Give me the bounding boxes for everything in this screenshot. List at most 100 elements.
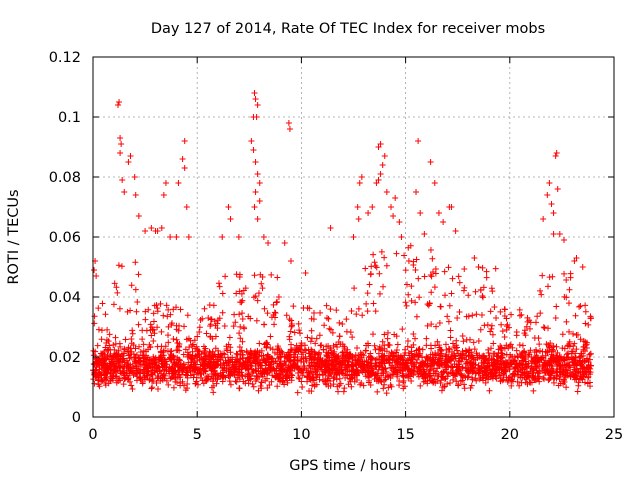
data-point	[379, 338, 386, 345]
data-point	[444, 313, 451, 320]
data-point	[334, 354, 341, 361]
data-point	[381, 254, 388, 261]
data-point	[313, 373, 320, 380]
data-point	[190, 341, 197, 348]
data-point	[356, 180, 363, 186]
data-point	[489, 366, 496, 373]
data-point	[544, 349, 551, 356]
data-point	[132, 259, 139, 266]
data-point	[224, 347, 231, 354]
data-point	[148, 332, 155, 339]
data-point	[532, 377, 539, 384]
data-point	[501, 334, 508, 341]
x-tick-label: 0	[88, 427, 97, 443]
data-point	[260, 234, 267, 240]
data-point	[433, 323, 440, 330]
data-point	[116, 375, 123, 382]
data-point	[261, 305, 268, 312]
data-point	[552, 153, 559, 159]
data-point	[215, 347, 222, 354]
data-point	[421, 273, 428, 280]
data-point	[201, 366, 208, 373]
data-point	[336, 319, 343, 326]
data-point	[503, 374, 510, 381]
data-point	[521, 327, 528, 334]
data-point	[402, 299, 409, 306]
data-point	[351, 285, 358, 292]
data-point	[217, 371, 224, 378]
data-point	[539, 272, 546, 279]
data-point	[348, 307, 355, 314]
data-point	[286, 356, 293, 363]
data-point	[381, 331, 388, 338]
data-point	[157, 300, 164, 307]
data-point	[566, 328, 573, 335]
data-point	[119, 177, 126, 183]
data-point	[261, 357, 268, 364]
data-point	[91, 320, 98, 327]
data-point	[239, 338, 246, 345]
data-point	[160, 372, 167, 379]
data-point	[231, 311, 238, 318]
data-point	[463, 336, 470, 343]
data-point	[373, 264, 380, 271]
data-point	[350, 234, 357, 240]
data-point	[185, 234, 192, 240]
data-point	[185, 359, 192, 366]
data-point	[238, 290, 245, 297]
data-point	[327, 225, 334, 231]
data-point	[96, 370, 103, 377]
data-point	[565, 342, 572, 349]
data-point	[274, 274, 281, 281]
data-point	[428, 289, 435, 296]
data-point	[99, 300, 106, 307]
data-point	[438, 346, 445, 353]
x-tick-label: 5	[193, 427, 202, 443]
data-point	[579, 264, 586, 270]
data-point	[92, 366, 99, 373]
data-point	[274, 383, 281, 390]
data-point	[134, 298, 141, 305]
data-point	[570, 330, 577, 337]
data-point	[269, 372, 276, 379]
data-point	[304, 334, 311, 341]
data-point	[416, 294, 423, 301]
data-point	[295, 320, 302, 327]
data-point	[441, 360, 448, 367]
data-point	[514, 368, 521, 375]
data-point	[394, 341, 401, 348]
data-point	[583, 370, 590, 377]
data-point	[300, 349, 307, 356]
data-point	[121, 374, 128, 381]
data-point	[165, 306, 172, 313]
data-point	[392, 364, 399, 371]
data-point	[244, 358, 251, 365]
data-point	[438, 387, 445, 394]
data-point	[260, 357, 267, 364]
data-point	[490, 350, 497, 357]
data-point	[490, 340, 497, 347]
data-point	[117, 150, 124, 156]
data-point	[126, 378, 133, 385]
data-point	[154, 228, 161, 234]
data-point	[358, 354, 365, 361]
data-point	[259, 285, 266, 292]
data-point	[301, 342, 308, 349]
data-point	[408, 297, 415, 304]
data-point	[155, 385, 162, 392]
data-point	[582, 308, 589, 315]
data-point	[524, 373, 531, 380]
data-point	[192, 380, 199, 387]
data-point	[243, 348, 250, 355]
data-point	[342, 367, 349, 374]
data-point	[400, 379, 407, 386]
data-point	[423, 353, 430, 360]
data-point	[203, 376, 210, 383]
data-point	[236, 344, 243, 351]
data-point	[414, 365, 421, 372]
data-point	[173, 304, 180, 311]
data-point	[112, 365, 119, 372]
data-point	[139, 336, 146, 343]
data-point	[334, 369, 341, 376]
data-point	[461, 381, 468, 388]
